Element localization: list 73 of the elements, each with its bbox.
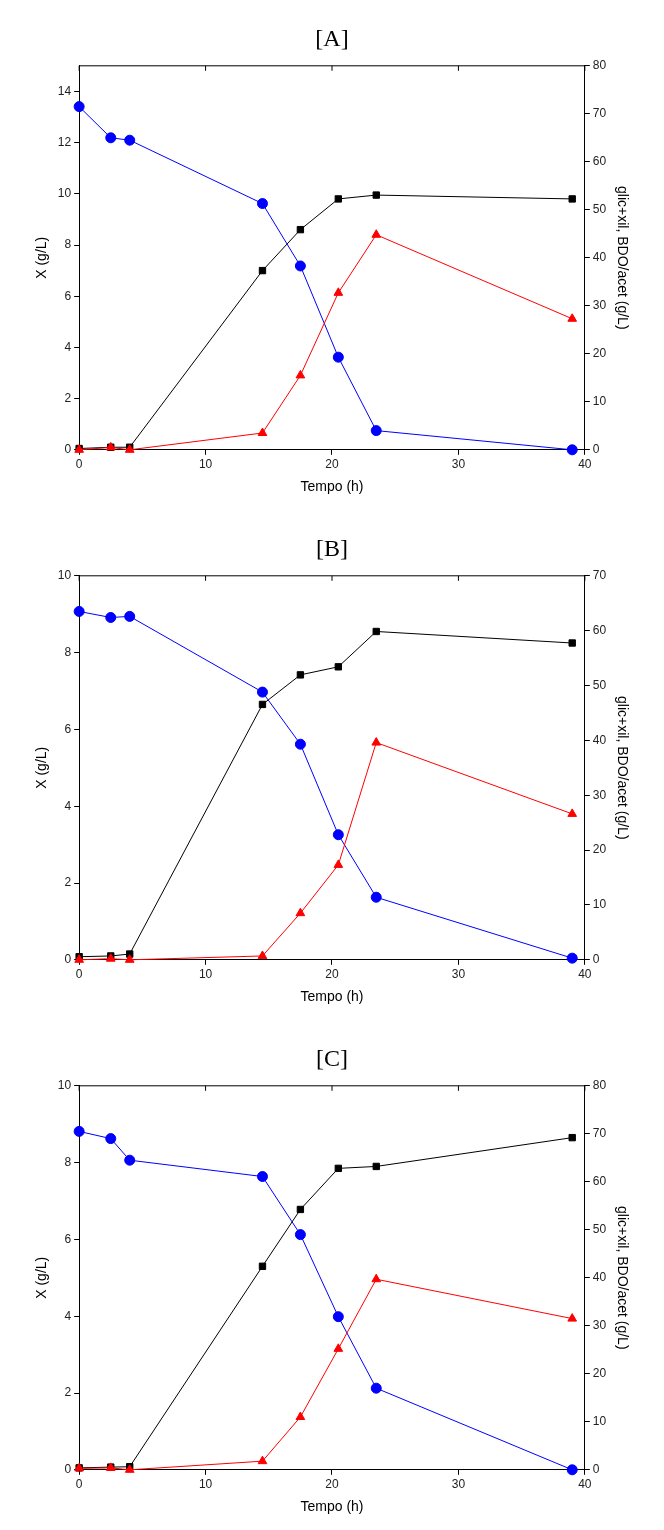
x-tick-label: 0: [75, 1477, 83, 1492]
x-axis-title: Tempo (h): [300, 988, 364, 1005]
x-tick-label: 10: [198, 1477, 213, 1492]
y2-tick-label: 60: [592, 1174, 607, 1189]
y2-tick-label: 10: [592, 897, 607, 912]
y-tick-label: 6: [64, 288, 72, 303]
y-axis-title: X (g/L): [33, 236, 50, 279]
y2-tick-label: 30: [592, 298, 607, 313]
x-tick-label: 20: [325, 457, 339, 472]
y-tick-label: 0: [64, 952, 72, 967]
y2-tick-label: 70: [592, 568, 607, 583]
x-tick-label: 10: [198, 457, 213, 472]
y2-tick-label: 80: [592, 58, 607, 73]
y-tick-label: 4: [64, 798, 72, 813]
x-tick-label: 40: [578, 457, 592, 472]
y-tick-label: 8: [64, 237, 72, 252]
y-tick-label: 10: [57, 1078, 72, 1093]
y2-tick-label: 50: [592, 202, 607, 217]
x-tick-label: 20: [325, 967, 339, 982]
y2-tick-label: 40: [592, 1270, 607, 1285]
y2-tick-label: 0: [592, 1462, 600, 1477]
y-tick-label: 2: [64, 1385, 72, 1400]
y2-tick-label: 0: [592, 952, 600, 967]
y2-tick-label: 70: [592, 1126, 607, 1141]
y2-tick-label: 20: [592, 842, 607, 857]
y-axis-title: X (g/L): [33, 746, 50, 789]
y-tick-label: 8: [64, 644, 72, 659]
y-tick-label: 10: [57, 568, 72, 583]
y2-tick-label: 50: [592, 677, 607, 692]
chart-title: [C]: [316, 1044, 348, 1071]
y-tick-label: 6: [64, 721, 72, 736]
x-axis-title: Tempo (h): [300, 478, 364, 495]
y-tick-label: 4: [64, 339, 72, 354]
x-tick-label: 20: [325, 1477, 339, 1492]
y2-tick-label: 70: [592, 106, 607, 121]
y-axis-title: X (g/L): [33, 1256, 50, 1299]
y2-tick-label: 60: [592, 154, 607, 169]
chart-title: [B]: [316, 534, 348, 561]
x-tick-label: 30: [451, 457, 466, 472]
x-tick-label: 0: [75, 967, 83, 982]
y-tick-label: 0: [64, 442, 72, 457]
x-tick-label: 40: [578, 1477, 592, 1492]
y2-tick-label: 0: [592, 442, 600, 457]
y2-axis-title: glic+xil, BDO/acet (g/L): [614, 1206, 631, 1350]
x-tick-label: 30: [451, 1477, 466, 1492]
y-tick-label: 2: [64, 875, 72, 890]
x-tick-label: 40: [578, 967, 592, 982]
y-tick-label: 0: [64, 1462, 72, 1477]
y-tick-label: 12: [57, 134, 72, 149]
y2-tick-label: 30: [592, 1318, 607, 1333]
x-tick-label: 30: [451, 967, 466, 982]
y2-tick-label: 50: [592, 1222, 607, 1237]
y2-tick-label: 10: [592, 1414, 607, 1429]
x-tick-label: 10: [198, 967, 213, 982]
chart-title: [A]: [315, 24, 349, 51]
y2-tick-label: 30: [592, 787, 607, 802]
y2-tick-label: 10: [592, 394, 607, 409]
y2-tick-label: 40: [592, 732, 607, 747]
y2-axis-title: glic+xil, BDO/acet (g/L): [614, 696, 631, 840]
y-tick-label: 6: [64, 1231, 72, 1246]
x-tick-label: 0: [75, 457, 83, 472]
y-tick-label: 10: [57, 186, 72, 201]
y2-tick-label: 20: [592, 346, 607, 361]
y2-axis-title: glic+xil, BDO/acet (g/L): [614, 186, 631, 330]
y2-tick-label: 60: [592, 622, 607, 637]
y2-tick-label: 40: [592, 250, 607, 265]
x-axis-title: Tempo (h): [300, 1498, 364, 1515]
y-tick-label: 2: [64, 390, 72, 405]
y2-tick-label: 20: [592, 1366, 607, 1381]
y-tick-label: 14: [57, 83, 72, 98]
y-tick-label: 8: [64, 1154, 72, 1169]
y2-tick-label: 80: [592, 1078, 607, 1093]
y-tick-label: 4: [64, 1308, 72, 1323]
